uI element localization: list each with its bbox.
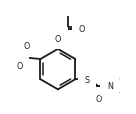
- Text: O: O: [24, 42, 30, 51]
- Text: O: O: [16, 61, 23, 70]
- Text: O: O: [95, 94, 102, 103]
- Text: S: S: [84, 75, 89, 84]
- Text: N: N: [107, 81, 113, 90]
- Text: O: O: [78, 25, 85, 33]
- Text: O: O: [55, 34, 61, 43]
